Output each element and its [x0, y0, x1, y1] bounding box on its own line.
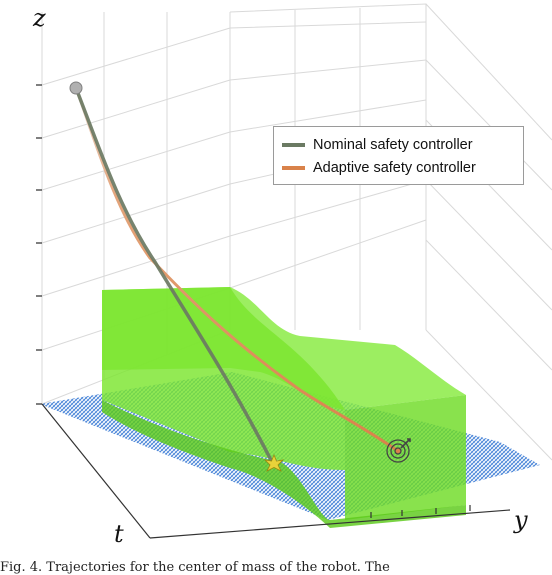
- legend-label-nominal: Nominal safety controller: [313, 137, 473, 153]
- safe-volume: [102, 287, 466, 528]
- right-side-hlines: [425, 59, 552, 371]
- t-axis-label: t: [114, 520, 124, 548]
- legend: Nominal safety controller Adaptive safet…: [273, 126, 524, 185]
- axis-ticks: [36, 84, 511, 539]
- target-icon: [386, 438, 411, 463]
- figure-caption: Fig. 4. Trajectories for the center of m…: [0, 560, 390, 575]
- safe-volume-front-left: [102, 287, 345, 470]
- legend-item-nominal: Nominal safety controller: [282, 135, 473, 155]
- start-point-icon: [69, 81, 83, 95]
- legend-label-adaptive: Adaptive safety controller: [313, 160, 476, 176]
- grid-walls: [41, 3, 552, 461]
- legend-swatch-adaptive: [282, 166, 305, 170]
- legend-swatch-nominal: [282, 143, 305, 147]
- adaptive-trajectory: [74, 86, 400, 453]
- collision-star-icon: [263, 453, 285, 472]
- right-side-face: [425, 3, 552, 461]
- safe-volume-front-right: [345, 395, 466, 520]
- y-axis-label: y: [514, 506, 528, 534]
- legend-item-adaptive: Adaptive safety controller: [282, 158, 476, 178]
- z-axis-label: z: [33, 4, 46, 32]
- safe-volume-bottom: [102, 400, 466, 528]
- nominal-trajectory: [74, 86, 274, 464]
- left-wall-hlines: [41, 27, 231, 351]
